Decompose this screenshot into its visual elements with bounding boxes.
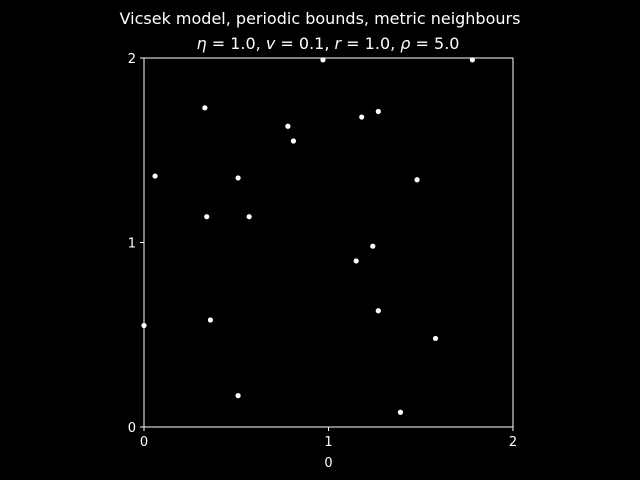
particle-point [469,57,476,63]
particle-point [359,114,365,120]
param-rho-value: = 5.0 [410,34,459,53]
param-r-symbol: r [335,34,343,53]
particle-point [320,57,326,63]
chart-title: Vicsek model, periodic bounds, metric ne… [120,9,521,28]
param-eta-symbol: η [197,34,207,53]
particle-point [370,243,376,249]
particle-point [235,393,241,399]
x-axis: 0 1 2 [140,427,517,450]
y-axis: 0 1 2 [128,52,144,436]
particle-point [397,409,404,415]
y-tick-label: 0 [128,421,136,436]
y-tick-label: 1 [128,237,136,252]
particle-point [432,335,439,342]
particle-point [375,108,381,115]
particle-point [141,322,147,329]
particle-point [202,105,208,111]
x-tick-label: 0 [140,435,148,450]
param-rho-symbol: ρ [400,34,410,53]
x-axis-label: 0 [324,456,332,471]
particle-point [235,175,241,181]
chart-subtitle: η = 1.0, v = 0.1, r = 1.0, ρ = 5.0 [197,34,460,53]
particle-point [353,258,359,264]
scatter-points [141,57,476,415]
param-eta-value: = 1.0, [207,34,266,53]
particle-point [152,173,158,179]
param-v-value: = 0.1, [275,34,334,53]
particle-point [204,214,210,220]
particle-point [375,308,381,314]
x-tick-label: 2 [509,435,517,450]
param-v-symbol: v [266,34,276,53]
param-r-value: = 1.0, [341,34,400,53]
particle-point [285,123,291,129]
particle-point [290,138,297,144]
particle-point [207,317,214,323]
x-tick-label: 1 [324,435,332,450]
y-tick-label: 2 [128,52,136,67]
particle-point [246,214,252,220]
particle-point [414,177,420,183]
